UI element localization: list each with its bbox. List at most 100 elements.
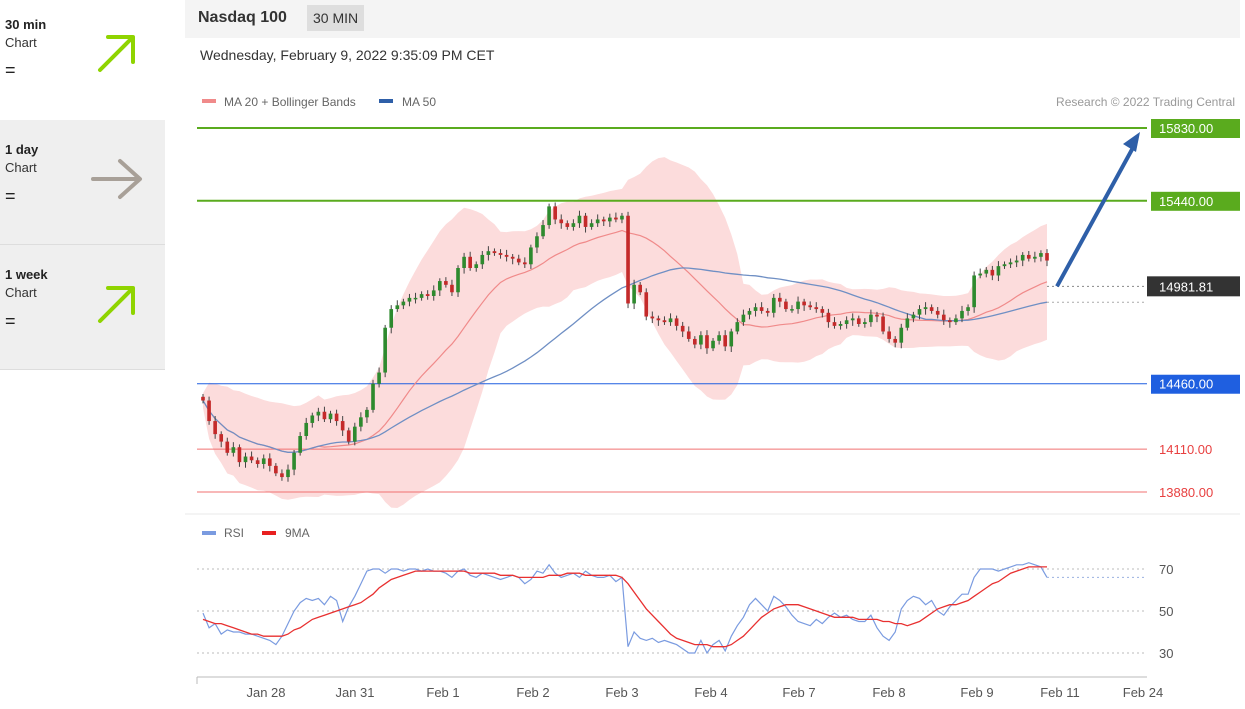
rsi-tick-label: 50 [1159, 604, 1173, 619]
candle [207, 400, 211, 422]
candle [954, 318, 958, 323]
candle [377, 372, 381, 384]
candle [747, 310, 752, 315]
x-tick-label: Jan 28 [246, 685, 285, 700]
timeframe-30min[interactable]: 30 min Chart = [0, 0, 165, 125]
candle [328, 413, 333, 420]
timeframe-1day[interactable]: 1 day Chart = [0, 120, 165, 245]
timeframe-1week[interactable]: 1 week Chart = [0, 245, 165, 370]
candle [249, 456, 254, 461]
candle [790, 309, 794, 311]
candle [935, 310, 940, 315]
rsi-ma-legend-swatch [262, 531, 276, 535]
candle [668, 318, 673, 323]
candle [808, 305, 813, 308]
candle [298, 436, 302, 453]
level-tag-1 [1151, 191, 1240, 211]
candle [231, 447, 236, 453]
candle [1033, 256, 1037, 259]
candle [887, 331, 891, 339]
timeframe-sub: Chart [5, 285, 37, 300]
candle [322, 411, 327, 420]
candle [711, 340, 715, 349]
candle [1002, 264, 1007, 267]
level-tag-0 [1151, 119, 1240, 138]
target-arrow-line [1055, 143, 1137, 288]
candle [674, 318, 679, 326]
candle [541, 225, 545, 237]
candle [778, 297, 782, 302]
candle [869, 314, 873, 323]
candle [893, 338, 898, 343]
candle [984, 269, 989, 274]
rsi-tick-label: 30 [1159, 646, 1173, 661]
timeframe-badge[interactable]: 30 MIN [307, 5, 365, 31]
candle [911, 314, 916, 319]
level-label-4: 13880.00 [1159, 485, 1213, 500]
candle [255, 460, 260, 464]
candle [875, 314, 879, 317]
candle [632, 284, 636, 304]
candle [595, 219, 600, 224]
candle [948, 320, 952, 323]
rsi-ma-line [202, 566, 1047, 648]
candle [522, 262, 527, 265]
arrow-right-icon [91, 159, 142, 199]
candle [856, 318, 861, 324]
candle [267, 458, 272, 466]
candle [899, 327, 904, 343]
x-tick-label: Feb 1 [426, 685, 459, 700]
candle [929, 307, 934, 311]
level-tag-2 [1151, 374, 1240, 394]
candle [838, 324, 843, 326]
candle [693, 338, 697, 345]
candle [1039, 253, 1043, 257]
candle [717, 335, 721, 341]
candle [535, 236, 539, 248]
candle [316, 411, 321, 416]
candle [796, 301, 800, 310]
candle [219, 434, 224, 442]
rsi-ma-legend-label: 9MA [285, 526, 310, 540]
candle [498, 253, 503, 255]
rsi-line [202, 562, 1048, 655]
candle [510, 256, 515, 259]
instrument-title: Nasdaq 100 [198, 9, 287, 26]
timeframe-sub: Chart [5, 160, 37, 175]
candle [601, 219, 606, 222]
ma50-legend-swatch [379, 99, 393, 103]
candle [802, 301, 806, 306]
candle [941, 314, 946, 321]
candle [978, 273, 983, 276]
candle [735, 322, 740, 332]
candle [729, 331, 734, 347]
candle [614, 217, 618, 220]
candle [565, 223, 570, 227]
candle [504, 254, 509, 257]
candle [292, 452, 296, 470]
candle [383, 327, 387, 373]
candle [389, 309, 394, 328]
arrow-up-right-icon [98, 286, 135, 323]
x-tick-label: Feb 8 [872, 685, 905, 700]
candle [680, 325, 685, 332]
candle [547, 206, 551, 226]
candle [444, 281, 448, 285]
candle [826, 312, 831, 323]
candle [413, 297, 418, 300]
candle [571, 223, 576, 227]
arrow-up-right-icon [98, 35, 135, 72]
candle [850, 318, 855, 321]
candle [699, 335, 703, 345]
candle [529, 247, 533, 265]
candle [450, 284, 454, 293]
candle [456, 268, 460, 293]
candle [626, 215, 630, 304]
candle [759, 307, 764, 311]
candle [559, 219, 564, 224]
candle [243, 456, 248, 463]
chart-date: Wednesday, February 9, 2022 9:35:09 PM C… [200, 47, 495, 63]
candle [407, 297, 412, 302]
timeframe-sub: Chart [5, 35, 37, 50]
level-label-0: 15830.00 [1159, 121, 1213, 136]
